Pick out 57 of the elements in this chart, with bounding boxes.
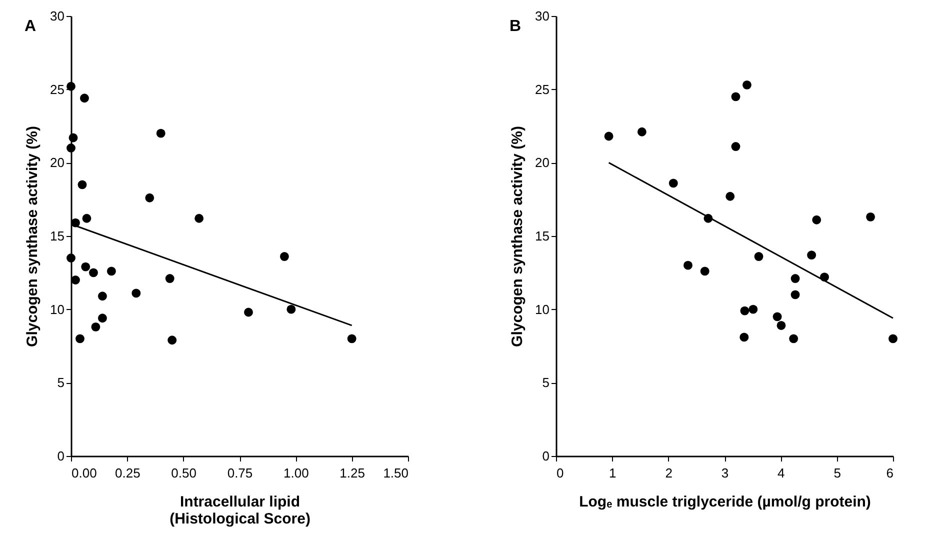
x-tick-label: 6 xyxy=(886,466,894,480)
x-tick-label: 0.00 xyxy=(72,466,97,480)
y-tick-label: 5 xyxy=(542,375,550,390)
x-tick-label: 0.50 xyxy=(171,466,196,480)
y-tick-label: 30 xyxy=(50,8,64,24)
point xyxy=(668,178,678,188)
point xyxy=(789,334,798,344)
y-tick-label: 25 xyxy=(50,82,64,97)
point xyxy=(866,212,876,222)
point xyxy=(731,142,740,151)
point xyxy=(790,274,800,283)
x-tick-label: 0.25 xyxy=(115,466,140,480)
point xyxy=(700,266,710,276)
y-tick-label: 15 xyxy=(535,228,550,244)
x-tick-label: 5 xyxy=(834,466,841,480)
text: (Histological Score) xyxy=(170,510,310,528)
x-tick-label: 0.75 xyxy=(227,466,253,480)
x-tick-label: 0 xyxy=(556,466,564,480)
chart-title: B xyxy=(510,18,522,35)
point xyxy=(731,92,740,102)
y-axis-title: Glycogen synthase activity (%) xyxy=(509,126,526,347)
x-axis-title: Logₑ muscle triglyceride (µmol/g protein) xyxy=(579,494,871,510)
x-tick-label: 2 xyxy=(665,466,672,480)
y-tick-label: 5 xyxy=(57,375,64,390)
point xyxy=(742,80,752,90)
y-tick-label: 10 xyxy=(535,302,550,317)
x-axis-title: Intracellular lipid xyxy=(180,494,300,510)
point xyxy=(637,127,646,136)
y-tick-label: 25 xyxy=(535,82,550,97)
point xyxy=(604,132,614,141)
x-tick-label: 1.25 xyxy=(340,466,365,480)
y-tick-label: 15 xyxy=(50,228,64,244)
x-tick-label: 1.00 xyxy=(284,466,309,480)
point xyxy=(740,332,749,342)
y-tick-label: 20 xyxy=(535,155,550,170)
point xyxy=(754,252,764,261)
point xyxy=(807,250,816,260)
point xyxy=(684,260,692,270)
y-tick-label: 0 xyxy=(57,448,64,464)
y-tick-label: 10 xyxy=(50,302,64,317)
point xyxy=(776,321,786,330)
point xyxy=(888,334,898,344)
x-tick-label: 4 xyxy=(778,466,785,480)
point xyxy=(772,312,782,322)
point xyxy=(740,306,750,316)
point xyxy=(726,192,735,201)
point xyxy=(790,290,800,300)
x-tick-label: 1.50 xyxy=(383,466,408,480)
y-tick-label: 0 xyxy=(542,448,550,464)
y-axis-title: Glycogen synthase activity (%) xyxy=(24,126,42,347)
chart-title: A xyxy=(24,18,37,35)
point xyxy=(812,215,822,224)
x-tick-label: 3 xyxy=(721,466,729,480)
x-tick-label: 1 xyxy=(609,466,616,480)
y-tick-label: 30 xyxy=(535,8,550,24)
y-tick-label: 20 xyxy=(50,155,64,170)
point xyxy=(748,304,758,314)
